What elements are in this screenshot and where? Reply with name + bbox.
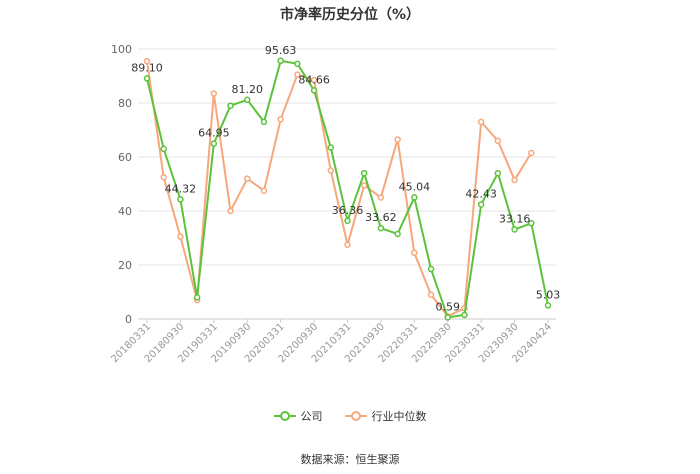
data-point[interactable] — [177, 196, 184, 203]
data-label: 5.03 — [536, 288, 561, 301]
data-point[interactable] — [394, 136, 401, 143]
data-label: 95.63 — [265, 44, 297, 57]
data-point[interactable] — [394, 230, 401, 238]
data-point[interactable] — [444, 314, 451, 321]
data-point[interactable] — [310, 76, 318, 84]
data-point[interactable] — [360, 169, 368, 177]
data-point[interactable] — [294, 60, 301, 68]
data-point[interactable] — [227, 102, 234, 109]
data-point[interactable] — [327, 144, 335, 151]
data-point[interactable] — [511, 176, 518, 184]
data-point[interactable] — [528, 219, 535, 227]
data-point[interactable] — [528, 149, 535, 157]
y-tick-label: 80 — [118, 97, 132, 110]
grid-lines — [138, 48, 556, 320]
data-point[interactable] — [260, 118, 268, 126]
legend-item-company[interactable]: 公司 — [273, 408, 323, 424]
data-label: 81.20 — [232, 83, 264, 96]
data-point[interactable] — [411, 249, 418, 257]
data-label: 44.32 — [165, 182, 197, 195]
data-labels: 89.10 44.32 64.95 81.20 95.63 84.66 36.3633.62… — [131, 44, 560, 314]
data-label: 33.16 — [499, 212, 531, 225]
chart-title: 市净率历史分位（%） — [279, 7, 421, 23]
data-point[interactable] — [344, 241, 351, 248]
x-axis: 2018033120180930201903312019093020200331… — [109, 318, 556, 365]
data-point[interactable] — [377, 224, 385, 232]
data-point[interactable] — [193, 294, 201, 301]
data-label: 84.66 — [298, 73, 330, 86]
data-point[interactable] — [427, 265, 435, 273]
data-point[interactable] — [494, 169, 502, 177]
data-label: 45.04 — [399, 180, 431, 193]
series-lines — [143, 57, 552, 321]
legend: 公司 行业中位数 — [0, 408, 700, 424]
data-point[interactable] — [143, 75, 151, 82]
data-point[interactable] — [160, 174, 167, 181]
data-source: 数据来源：恒生聚源 — [300, 453, 400, 466]
legend-company-swatch — [273, 411, 296, 421]
data-point[interactable] — [377, 194, 385, 201]
data-point[interactable] — [344, 217, 351, 225]
data-point[interactable] — [277, 115, 284, 123]
y-tick-label: 40 — [118, 205, 132, 218]
y-tick-label: 100 — [111, 43, 132, 56]
data-label: 36.36 — [332, 204, 364, 217]
data-label: 64.95 — [198, 127, 230, 140]
legend-company-label: 公司 — [300, 410, 323, 423]
data-point[interactable] — [327, 167, 335, 174]
legend-industry-swatch — [344, 411, 367, 421]
data-point[interactable] — [427, 291, 435, 298]
data-point[interactable] — [260, 187, 268, 194]
y-tick-label: 20 — [118, 259, 132, 272]
data-point[interactable] — [244, 96, 251, 104]
legend-industry-label: 行业中位数 — [371, 410, 427, 423]
data-point[interactable] — [177, 233, 184, 240]
data-point[interactable] — [477, 201, 485, 208]
data-point[interactable] — [310, 87, 318, 94]
data-point[interactable] — [477, 118, 485, 126]
data-point[interactable] — [494, 137, 502, 145]
data-point[interactable] — [210, 140, 218, 147]
data-label: 33.62 — [365, 211, 397, 224]
data-point[interactable] — [511, 226, 518, 233]
y-tick-label: 60 — [118, 151, 132, 164]
data-point[interactable] — [227, 207, 234, 215]
data-point[interactable] — [360, 182, 368, 189]
data-point[interactable] — [244, 175, 251, 182]
y-tick-label: 0 — [125, 313, 132, 326]
y-axis-ticks: 0 20 40 60 80 100 — [111, 43, 132, 326]
data-point[interactable] — [143, 57, 151, 65]
data-point[interactable] — [544, 302, 552, 309]
data-point[interactable] — [461, 311, 468, 319]
series-line-1 — [146, 60, 533, 318]
data-point[interactable] — [210, 90, 218, 97]
data-point[interactable] — [411, 194, 418, 201]
data-point[interactable] — [160, 145, 167, 153]
data-point[interactable] — [277, 57, 284, 65]
legend-item-industry-median[interactable]: 行业中位数 — [344, 408, 427, 424]
data-label: 0.59 — [436, 300, 461, 313]
data-label: 42.43 — [465, 187, 497, 200]
data-point[interactable] — [294, 71, 301, 78]
data-label: 89.10 — [131, 61, 163, 74]
